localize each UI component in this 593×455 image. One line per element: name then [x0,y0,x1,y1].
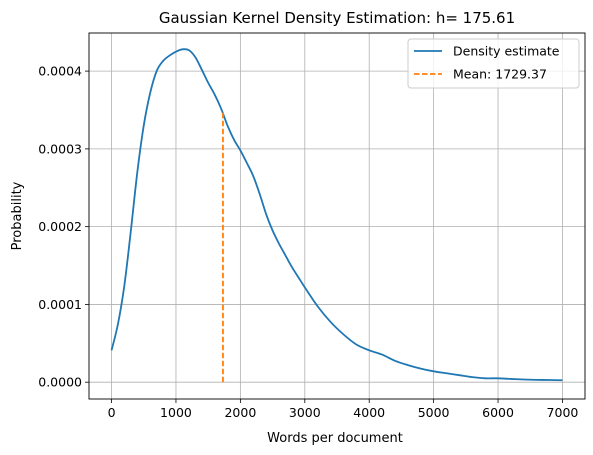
y-tick-label: 0.0004 [38,64,82,79]
x-tick-label: 2000 [224,405,256,420]
x-axis-label: Words per document [267,431,403,446]
x-tick-label: 6000 [482,405,514,420]
legend-label-density: Density estimate [453,44,560,59]
legend-box [407,38,580,89]
legend: Density estimate Mean: 1729.37 [407,38,580,89]
grid [89,33,585,399]
y-tick-label: 0.0003 [38,141,82,156]
x-tick-label: 4000 [353,405,385,420]
x-tick-label: 7000 [547,405,579,420]
x-tick-label: 1000 [160,405,192,420]
plot-frame [88,32,586,400]
x-tick-label: 5000 [418,405,450,420]
series-layer [110,48,563,383]
density-curve [110,48,563,382]
y-tick-label: 0.0000 [38,375,82,390]
x-tick-label: 0 [108,405,116,420]
y-tick-label: 0.0001 [38,297,82,312]
y-axis-label: Probability [10,181,25,250]
chart-title: Gaussian Kernel Density Estimation: h= 1… [159,9,515,27]
x-tick-label: 3000 [289,405,321,420]
x-ticks: 0 1000 2000 3000 4000 5000 6000 7000 [108,399,579,420]
y-ticks: 0.0000 0.0001 0.0002 0.0003 0.0004 [38,64,89,390]
legend-label-mean: Mean: 1729.37 [453,67,547,82]
y-tick-label: 0.0002 [38,219,82,234]
